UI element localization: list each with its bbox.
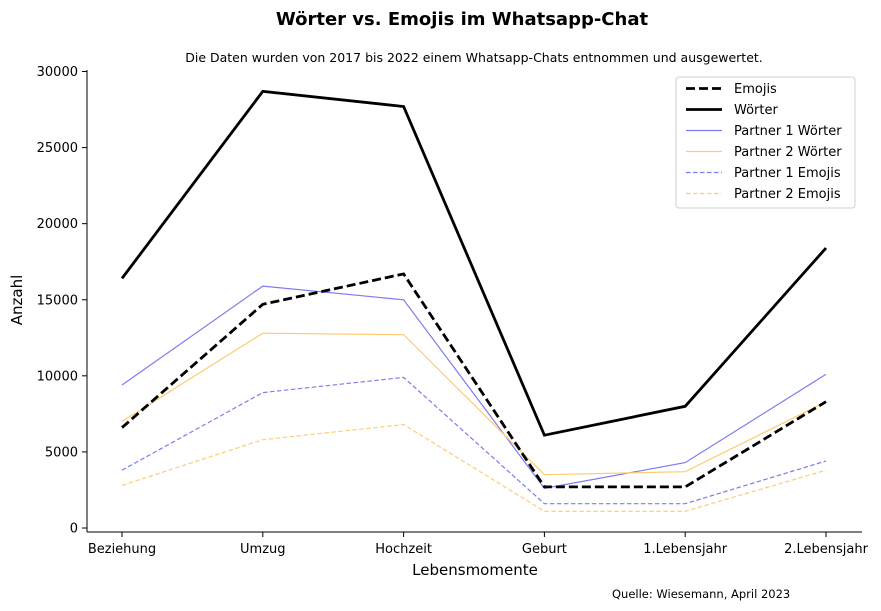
legend-label: Partner 1 Emojis xyxy=(734,166,841,181)
x-tick-label: Umzug xyxy=(240,542,286,557)
source-note: Quelle: Wiesemann, April 2023 xyxy=(612,587,790,601)
legend-label: Partner 2 Wörter xyxy=(734,145,842,160)
y-tick-label: 25000 xyxy=(37,141,78,156)
chart-subtitle: Die Daten wurden von 2017 bis 2022 einem… xyxy=(185,50,763,65)
y-tick-label: 30000 xyxy=(37,65,78,80)
legend-label: Wörter xyxy=(734,103,778,118)
y-tick-label: 10000 xyxy=(37,369,78,384)
legend-label: Partner 2 Emojis xyxy=(734,187,841,202)
y-axis-label: Anzahl xyxy=(8,275,26,326)
series-line-partner-1-emojis xyxy=(121,376,827,505)
x-tick-label: Geburt xyxy=(522,542,567,557)
series-line-partner-1-w-rter xyxy=(121,285,827,490)
series-line-emojis xyxy=(121,272,827,489)
y-tick-label: 0 xyxy=(70,522,78,537)
x-axis-label: Lebensmomente xyxy=(412,561,538,579)
legend-label: Emojis xyxy=(734,82,777,97)
series-lines xyxy=(120,89,828,512)
x-tick-label: 1.Lebensjahr xyxy=(643,542,727,557)
x-tick-label: Hochzeit xyxy=(375,542,432,557)
y-axis-ticks: 0 5000 10000 15000 20000 25000 30000 xyxy=(37,65,87,537)
series-line-partner-2-emojis xyxy=(121,423,827,512)
legend-label: Partner 1 Wörter xyxy=(734,124,842,139)
legend: Emojis Wörter Partner 1 Wörter Partner 2 Wö… xyxy=(675,76,856,209)
chart-title: Wörter vs. Emojis im Whatsapp-Chat xyxy=(276,9,649,30)
y-tick-label: 15000 xyxy=(37,293,78,308)
series-line-w-rter xyxy=(120,89,828,437)
x-axis-ticks: Beziehung Umzug Hochzeit Geburt 1.Lebensjahr… xyxy=(88,532,869,557)
x-tick-label: Beziehung xyxy=(88,542,156,557)
series-line-partner-2-w-rter xyxy=(121,332,827,476)
y-tick-label: 5000 xyxy=(45,445,78,460)
x-tick-label: 2.Lebensjahr xyxy=(784,542,868,557)
y-tick-label: 20000 xyxy=(37,217,78,232)
